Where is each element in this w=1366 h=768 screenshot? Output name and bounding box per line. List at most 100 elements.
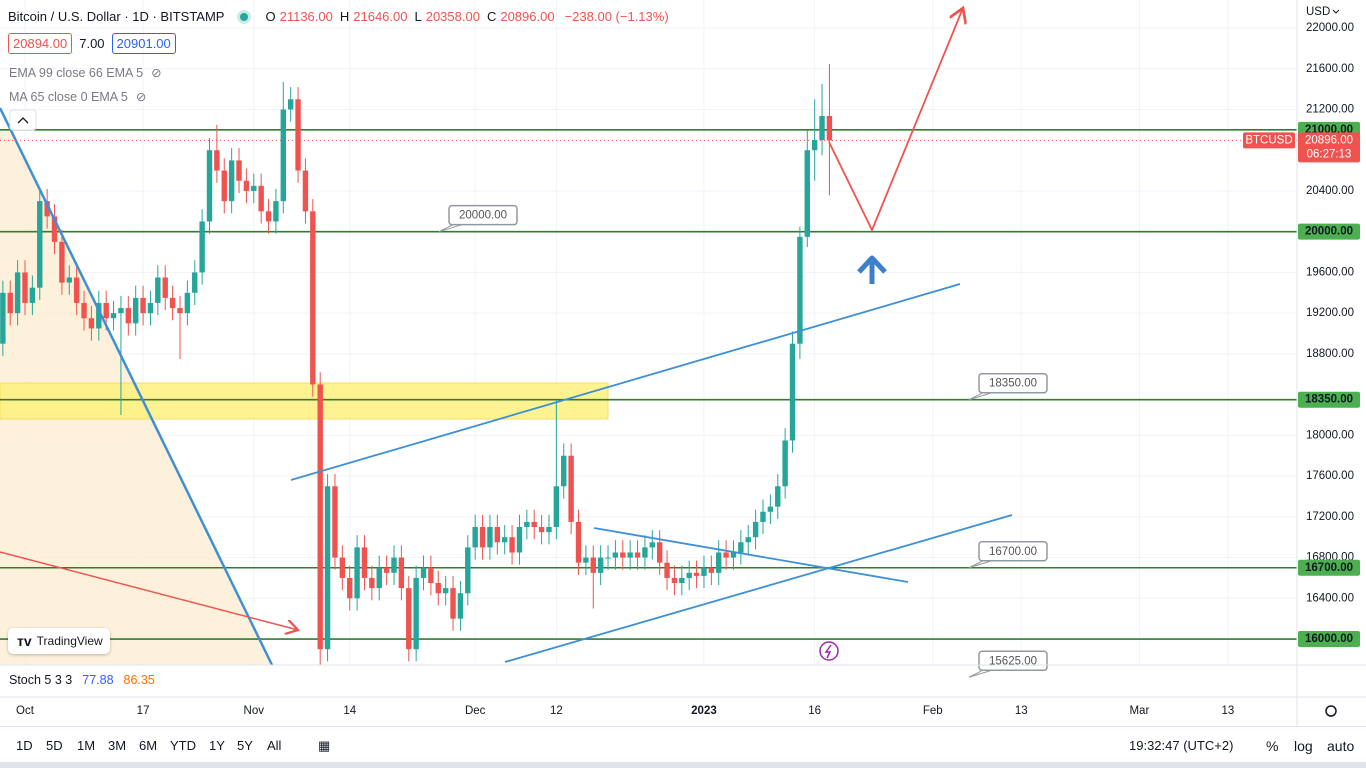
range-button[interactable]: All bbox=[267, 738, 282, 753]
y-tick-label: 16400.00 bbox=[1306, 592, 1354, 604]
candle-body bbox=[214, 150, 220, 171]
candle-body bbox=[347, 577, 353, 599]
x-tick-label: Mar bbox=[1129, 705, 1149, 717]
option-button[interactable]: % bbox=[1266, 738, 1279, 754]
settings-icon[interactable] bbox=[1325, 705, 1337, 717]
hide-icon[interactable]: ⊘ bbox=[151, 66, 162, 80]
candle-body bbox=[538, 527, 545, 533]
candle-body bbox=[797, 236, 803, 344]
clock: 19:32:47 (UTC+2) bbox=[1129, 738, 1234, 753]
candle-body bbox=[693, 572, 700, 576]
trend-line bbox=[0, 107, 274, 665]
candle-body bbox=[826, 115, 833, 141]
ohlc-key: H bbox=[339, 9, 350, 24]
option-button[interactable]: auto bbox=[1327, 738, 1355, 754]
candle-body bbox=[236, 160, 242, 181]
logo-text: TradingView bbox=[36, 634, 103, 648]
candle-body bbox=[192, 272, 198, 293]
candle-body bbox=[760, 511, 766, 522]
ask[interactable]: 20901.00 bbox=[111, 33, 176, 54]
price-label: 20896.00 bbox=[1305, 134, 1353, 146]
candle-body bbox=[324, 486, 331, 650]
candle-body bbox=[44, 201, 50, 217]
range-button[interactable]: 1M bbox=[77, 738, 96, 753]
candle-body bbox=[789, 343, 796, 441]
currency[interactable]: USD bbox=[1306, 6, 1330, 18]
candle-body bbox=[162, 277, 168, 298]
ohlc-value: 21136.00 bbox=[279, 9, 333, 24]
range-button[interactable]: 5Y bbox=[237, 738, 253, 753]
candle-body bbox=[88, 318, 95, 329]
candle-body bbox=[228, 160, 235, 202]
candle-body bbox=[258, 185, 264, 212]
candle-body bbox=[428, 567, 434, 584]
candle-body bbox=[332, 486, 338, 558]
x-tick-label: 13 bbox=[1222, 705, 1235, 717]
candle-body bbox=[391, 557, 397, 573]
x-tick-label: 2023 bbox=[691, 705, 717, 717]
date-range-icon[interactable]: ▦ bbox=[318, 738, 331, 753]
candle-body bbox=[745, 537, 751, 543]
hide-icon[interactable]: ⊘ bbox=[135, 90, 147, 104]
ohlc-key: C bbox=[486, 9, 497, 24]
candle-body bbox=[22, 272, 28, 303]
y-tick-label: 20400.00 bbox=[1306, 185, 1354, 197]
trend-line bbox=[593, 527, 909, 583]
range-button[interactable]: 6M bbox=[139, 738, 158, 753]
price-label-bg bbox=[1298, 132, 1360, 163]
up-arrow bbox=[857, 255, 887, 284]
callout: 20000.00 bbox=[438, 204, 518, 233]
range-button[interactable]: 1Y bbox=[209, 738, 225, 753]
candle-body bbox=[66, 277, 72, 283]
ohlc-value: 20896.00 bbox=[500, 9, 555, 24]
collapse-button[interactable] bbox=[9, 109, 37, 131]
candle-body bbox=[96, 302, 102, 329]
candle-body bbox=[605, 557, 611, 559]
callout-label: 15625.00 bbox=[989, 655, 1037, 667]
symbol-tag-bg bbox=[1243, 132, 1295, 149]
candle-body bbox=[642, 547, 648, 558]
range-button[interactable]: 1D bbox=[16, 738, 33, 753]
candle-body bbox=[243, 180, 250, 191]
range-button[interactable]: YTD bbox=[170, 738, 196, 753]
x-tick-label: 17 bbox=[137, 705, 150, 717]
candle-body bbox=[420, 567, 427, 578]
x-tick-label: 14 bbox=[343, 705, 356, 717]
candle-body bbox=[73, 277, 80, 303]
event-icon bbox=[819, 641, 839, 661]
y-tick-label: 18000.00 bbox=[1306, 429, 1354, 441]
trend-line bbox=[504, 514, 1013, 663]
candle-body bbox=[730, 552, 737, 558]
logo[interactable]: ᴛᴠ TradingView bbox=[8, 628, 110, 654]
candle-body bbox=[679, 577, 685, 584]
candle-body bbox=[671, 577, 678, 584]
level-label: 16700.00 bbox=[1305, 562, 1353, 574]
candle-body bbox=[169, 297, 176, 309]
range-button[interactable]: 3M bbox=[108, 738, 127, 753]
drawings bbox=[0, 130, 609, 665]
candle-body bbox=[708, 567, 715, 573]
level-label: 18350.00 bbox=[1305, 394, 1353, 406]
candle-body bbox=[752, 521, 759, 538]
candle-body bbox=[465, 547, 471, 594]
candle-body bbox=[664, 562, 670, 578]
candle-body bbox=[369, 577, 375, 589]
candle-body bbox=[29, 287, 36, 303]
candle-body bbox=[317, 384, 323, 650]
candle-body bbox=[546, 527, 552, 533]
y-tick-label: 21200.00 bbox=[1306, 104, 1354, 116]
callout: 18350.00 bbox=[968, 372, 1048, 401]
candle-body bbox=[634, 552, 641, 558]
x-tick-label: Feb bbox=[923, 705, 943, 717]
bid[interactable]: 20894.00 bbox=[8, 33, 73, 54]
level-label: 16000.00 bbox=[1305, 633, 1353, 645]
status bbox=[240, 12, 249, 21]
callout: 15625.00 bbox=[968, 650, 1048, 678]
candle-body bbox=[568, 455, 574, 522]
stoch-label: Stoch 5 3 3 bbox=[9, 673, 73, 687]
option-button[interactable]: log bbox=[1294, 738, 1313, 754]
projection bbox=[828, 8, 963, 233]
candle-body bbox=[184, 292, 191, 314]
range-button[interactable]: 5D bbox=[46, 738, 63, 753]
